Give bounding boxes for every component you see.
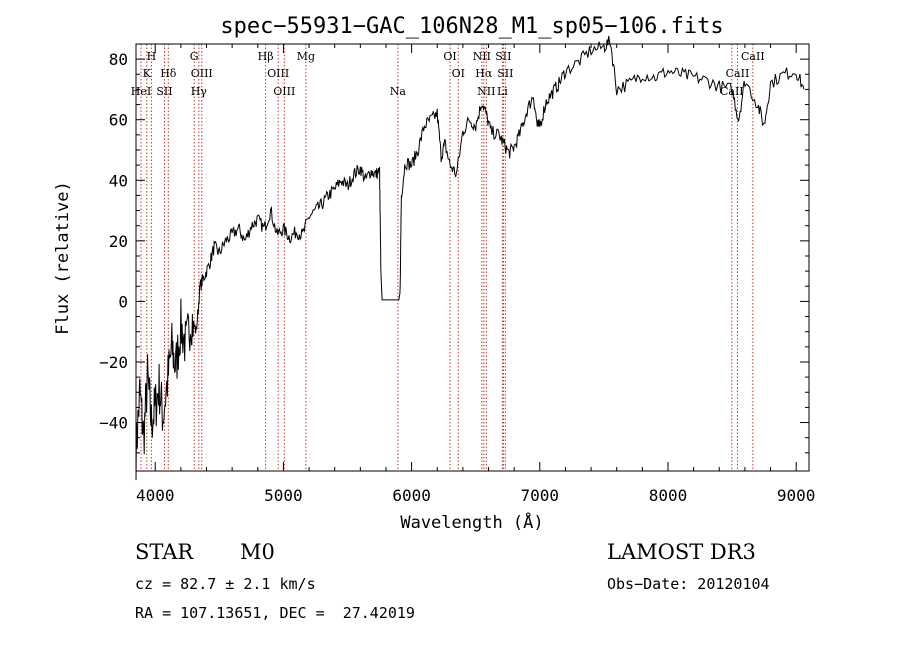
line-label: SII [497,67,513,80]
line-label: Li [497,85,508,98]
y-tick-label: −40 [99,414,128,433]
emission-line-markers: HK HeI SII Hδ G OIII Hγ Hβ OIII OIII Mg Na OI OI NII Hα… [131,44,765,471]
x-tick-label: 9000 [777,486,816,505]
y-tick-label: 40 [109,171,128,190]
x-axis-ticks: 4000 5000 6000 7000 8000 9000 [136,44,815,505]
line-label: CaII [726,67,750,80]
observation-date: Obs−Date: 20120104 [607,575,770,593]
y-tick-label: 60 [109,111,128,130]
line-label: NII [477,85,495,98]
object-class: STAR [135,540,194,564]
x-tick-label: 8000 [649,486,688,505]
line-label: H [147,50,157,63]
line-label: G [190,50,199,63]
line-label: OI [452,67,465,80]
plot-frame [135,43,810,472]
x-tick-label: 6000 [392,486,431,505]
line-label: OIII [191,67,213,80]
x-axis-label: Wavelength (Å) [400,511,543,533]
line-label: SII [495,50,511,63]
x-tick-label: 5000 [264,486,303,505]
x-tick-label: 4000 [136,486,175,505]
line-label: NII [473,50,491,63]
line-label: Na [390,85,407,98]
line-label: Mg [297,50,315,63]
y-tick-label: 20 [109,232,128,251]
line-label: HeI [131,85,151,98]
redshift-velocity: cz = 82.7 ± 2.1 km/s [135,575,316,593]
line-label: SII [156,85,172,98]
line-label: Hδ [160,67,177,80]
line-label: CaII [741,50,765,63]
line-label: K [143,67,152,80]
chart-title: spec−55931−GAC_106N28_M1_sp05−106.fits [220,14,723,39]
y-axis-label: Flux (relative) [53,181,73,335]
line-label: Hβ [258,50,274,63]
y-tick-label: 0 [118,292,128,311]
line-label: OI [443,50,456,63]
survey-name: LAMOST DR3 [607,540,756,564]
line-label: Hα [475,67,493,80]
object-subclass: M0 [240,540,275,564]
x-tick-label: 7000 [521,486,560,505]
line-label: OIII [273,85,295,98]
coordinates: RA = 107.13651, DEC = 27.42019 [135,604,415,622]
spectrum-line [135,35,805,481]
line-label: OIII [267,67,289,80]
y-axis-ticks: −40 −20 0 20 40 60 80 [99,50,809,454]
y-tick-label: −20 [99,353,128,372]
line-label: Hγ [191,85,208,98]
y-tick-label: 80 [109,50,128,69]
